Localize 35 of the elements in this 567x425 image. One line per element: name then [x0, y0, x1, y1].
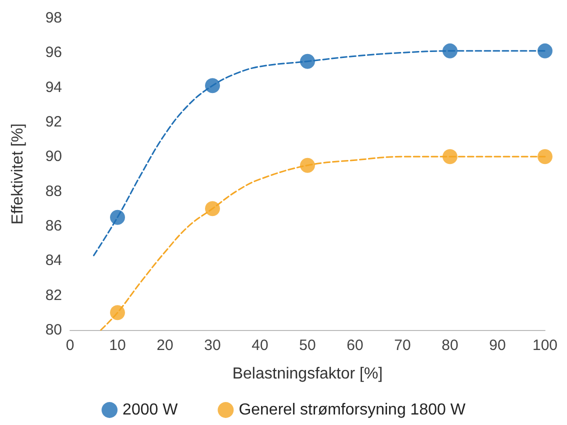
y-tick-label: 90 [45, 148, 62, 166]
point [300, 158, 315, 173]
y-tick-label: 80 [45, 322, 62, 338]
x-tick-label: 0 [66, 337, 74, 354]
x-tick-label: 50 [299, 337, 316, 354]
point [442, 43, 458, 58]
x-tick-label: 80 [442, 337, 458, 354]
y-tick-label: 84 [45, 252, 62, 270]
x-tick-label: 40 [252, 337, 268, 354]
x-tick-label: 30 [204, 337, 221, 354]
y-tick-label: 86 [45, 218, 62, 234]
point [538, 43, 552, 58]
x-tick-label: 100 [532, 337, 558, 354]
legend-label: Generel strømforsyning 1800 W [238, 402, 466, 418]
point [300, 54, 315, 69]
x-tick-label: 70 [394, 337, 411, 354]
point [110, 210, 125, 225]
y-tick-label: 98 [45, 10, 62, 26]
point [442, 149, 458, 164]
point [110, 305, 125, 320]
point [205, 201, 220, 216]
y-tick-label: 82 [45, 286, 62, 304]
y-tick-label: 96 [45, 44, 62, 62]
x-tick-label: 20 [156, 337, 174, 354]
point [538, 149, 552, 164]
x-axis-title: Belastningsfaktor [%] [232, 366, 383, 382]
y-tick-label: 88 [45, 182, 62, 200]
point [205, 78, 220, 94]
x-tick-label: 90 [489, 337, 506, 354]
y-tick-label: 94 [45, 78, 62, 96]
x-tick-label: 10 [109, 337, 126, 354]
y-tick-label: 92 [45, 114, 62, 130]
legend-label: 2000 W [122, 402, 179, 418]
x-tick-label: 60 [346, 337, 364, 354]
y-axis-title: Effektivitet [%] [10, 123, 26, 225]
